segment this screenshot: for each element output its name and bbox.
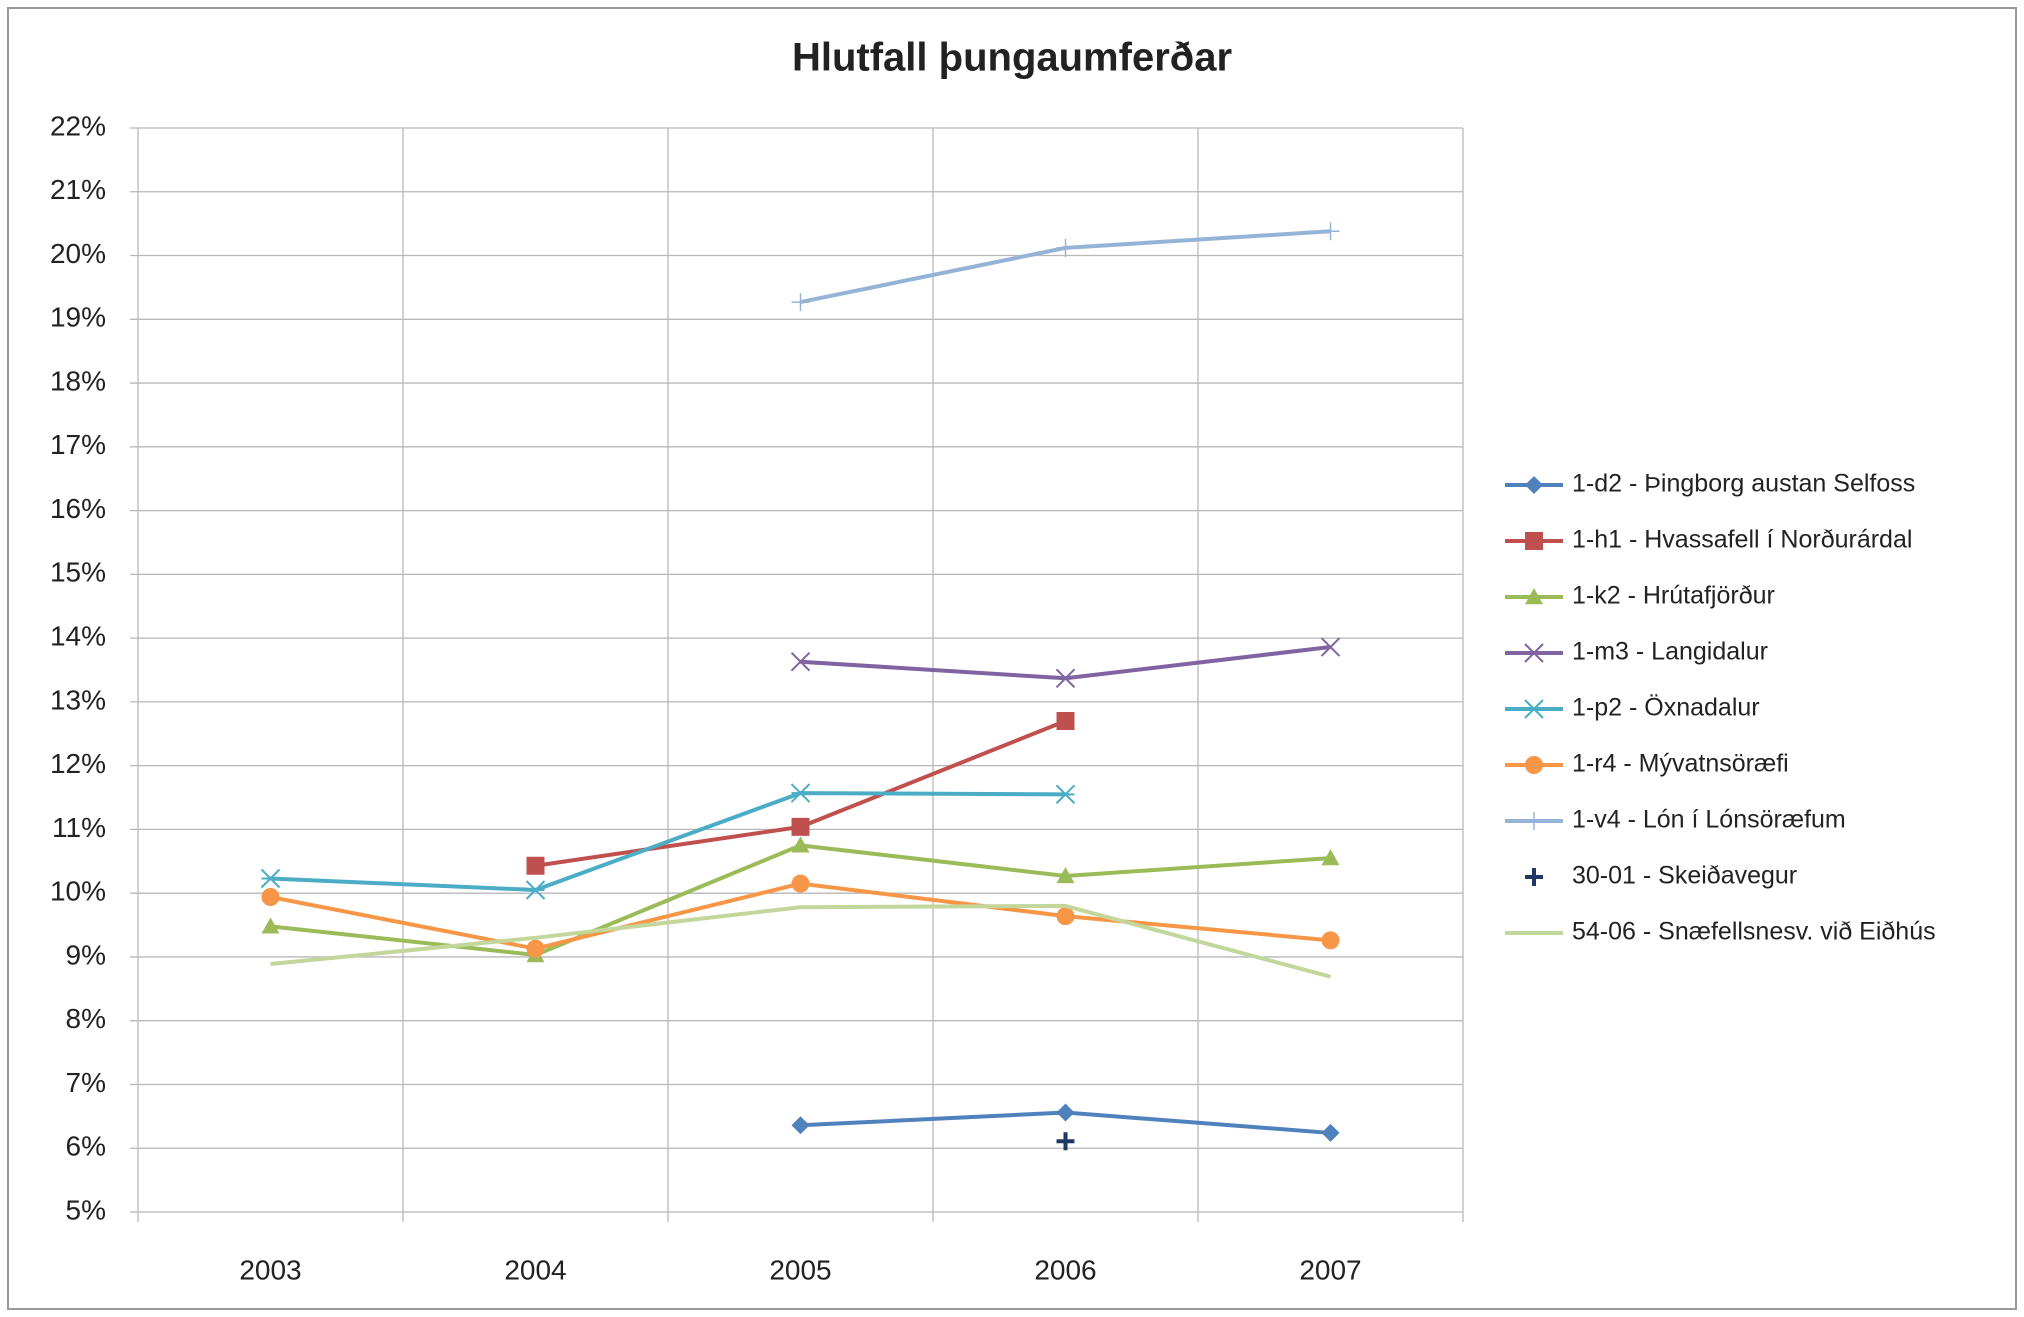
x-tick-label: 2006 — [1034, 1254, 1096, 1285]
data-point — [261, 917, 280, 934]
x-tick-label: 2007 — [1299, 1254, 1361, 1285]
y-tick-label: 5% — [66, 1194, 106, 1225]
data-point — [526, 939, 545, 958]
data-point — [526, 856, 545, 875]
y-tick-label: 19% — [50, 302, 106, 333]
data-point — [791, 836, 810, 853]
chart-frame — [7, 7, 2017, 1310]
data-point — [1321, 931, 1340, 950]
data-point — [1321, 849, 1340, 866]
y-tick-label: 21% — [50, 174, 106, 205]
data-point — [1056, 907, 1075, 926]
data-point — [1320, 637, 1341, 657]
legend-marker — [1525, 532, 1543, 550]
y-tick-label: 13% — [50, 684, 106, 715]
data-point — [1056, 238, 1075, 257]
y-tick-label: 10% — [50, 876, 106, 907]
legend-label: 1-k2 - Hrútafjörður — [1572, 582, 1775, 610]
series-line — [270, 903, 1332, 979]
legend-marker — [1524, 643, 1544, 663]
data-point — [791, 1116, 810, 1135]
data-point — [1055, 668, 1076, 688]
data-point — [1321, 222, 1340, 241]
legend-label: 1-r4 - Mývatnsöræfi — [1572, 750, 1789, 778]
legend-marker — [1524, 699, 1544, 719]
data-point — [260, 868, 281, 889]
y-tick-label: 12% — [50, 748, 106, 779]
data-point — [1056, 712, 1075, 731]
x-tick-label: 2005 — [769, 1254, 831, 1285]
y-tick-label: 9% — [66, 939, 106, 970]
data-point — [1321, 1123, 1340, 1142]
chart-title: Hlutfall þungaumferðar — [792, 36, 1232, 80]
data-point — [790, 652, 811, 672]
y-tick-label: 7% — [66, 1067, 106, 1098]
data-point — [1056, 1132, 1075, 1151]
legend-marker — [1525, 588, 1543, 605]
y-tick-label: 8% — [66, 1003, 106, 1034]
y-tick-label: 20% — [50, 238, 106, 269]
y-tick-label: 22% — [50, 110, 106, 141]
x-tick-label: 2003 — [239, 1254, 301, 1285]
legend-marker — [1525, 812, 1543, 830]
legend-label: 1-p2 - Öxnadalur — [1572, 694, 1760, 722]
y-tick-label: 18% — [50, 365, 106, 396]
data-point — [790, 783, 811, 803]
x-tick-label: 2004 — [504, 1254, 566, 1285]
data-point — [525, 880, 546, 900]
legend-marker — [1525, 756, 1543, 774]
legend-label: 1-d2 - Þingborg austan Selfoss — [1572, 470, 1915, 498]
data-point — [791, 817, 810, 836]
legend-label: 30-01 - Skeiðavegur — [1572, 862, 1797, 890]
y-tick-label: 17% — [50, 429, 106, 460]
data-point — [1056, 866, 1075, 884]
y-tick-label: 11% — [52, 812, 106, 843]
y-tick-label: 14% — [50, 621, 106, 652]
legend-label: 1-h1 - Hvassafell í Norðurárdal — [1572, 526, 1912, 554]
y-tick-label: 15% — [50, 557, 106, 588]
legend-marker — [1525, 476, 1543, 494]
data-point — [261, 888, 280, 907]
data-point — [791, 293, 810, 312]
data-point — [791, 874, 810, 893]
data-point — [1055, 784, 1076, 805]
legend-label: 1-m3 - Langidalur — [1572, 638, 1768, 666]
series-line — [270, 791, 1066, 892]
y-tick-label: 16% — [50, 493, 106, 524]
y-tick-label: 6% — [66, 1131, 106, 1162]
data-point — [1056, 1103, 1075, 1122]
legend-marker — [1525, 868, 1543, 886]
legend-label: 1-v4 - Lón í Lónsöræfum — [1572, 806, 1846, 834]
legend-label: 54-06 - Snæfellsnesv. við Eiðhús — [1572, 918, 1936, 946]
